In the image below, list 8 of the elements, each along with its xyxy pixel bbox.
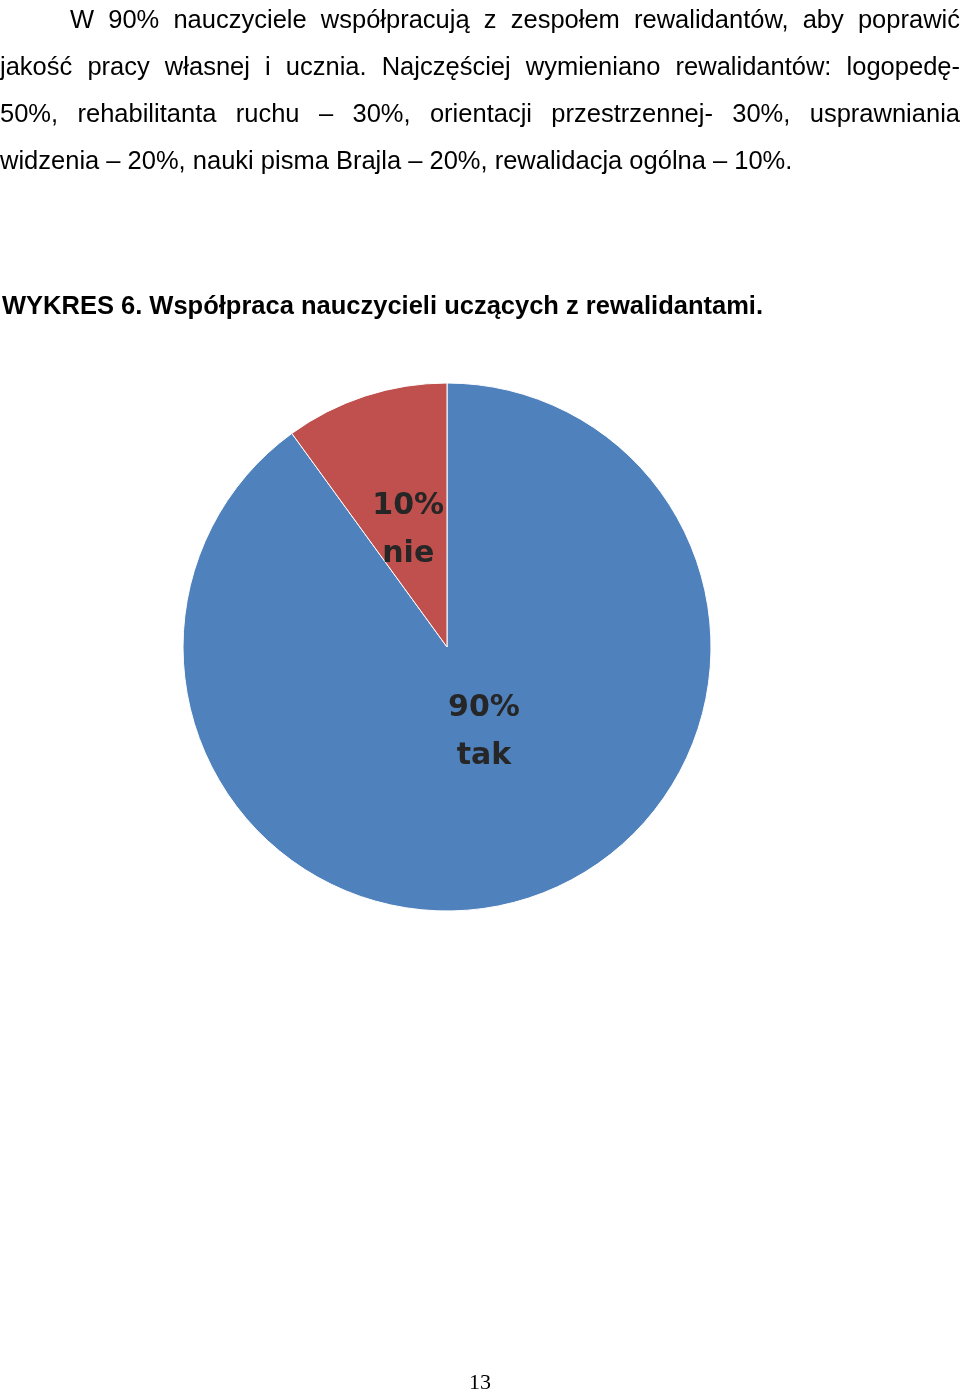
data-label: 10% [372,485,445,521]
slice-label: nie [382,533,435,569]
text: 13 [469,1369,491,1392]
chart-title: WYKRES 6. Współpraca nauczycieli uczących z rewalidantami. [2,291,764,319]
text: W 90% nauczyciele współpracują z zespołem rewalidantów, aby poprawić jakość pracy własnej i ucznia. Najczęściej wymieniano rewalidantów: logopedę- 50%, rehabilitanta ruchu – 30%, orientacji przestrzennej- 30%, usprawniania widzenia – 20%, nauki pisma Brajla – 20%, rewalidacja ogólna – 10%. [0,4,960,176]
pie-slice [182,382,712,912]
data-label: 90% [448,688,520,723]
slice-label: tak [456,736,513,771]
